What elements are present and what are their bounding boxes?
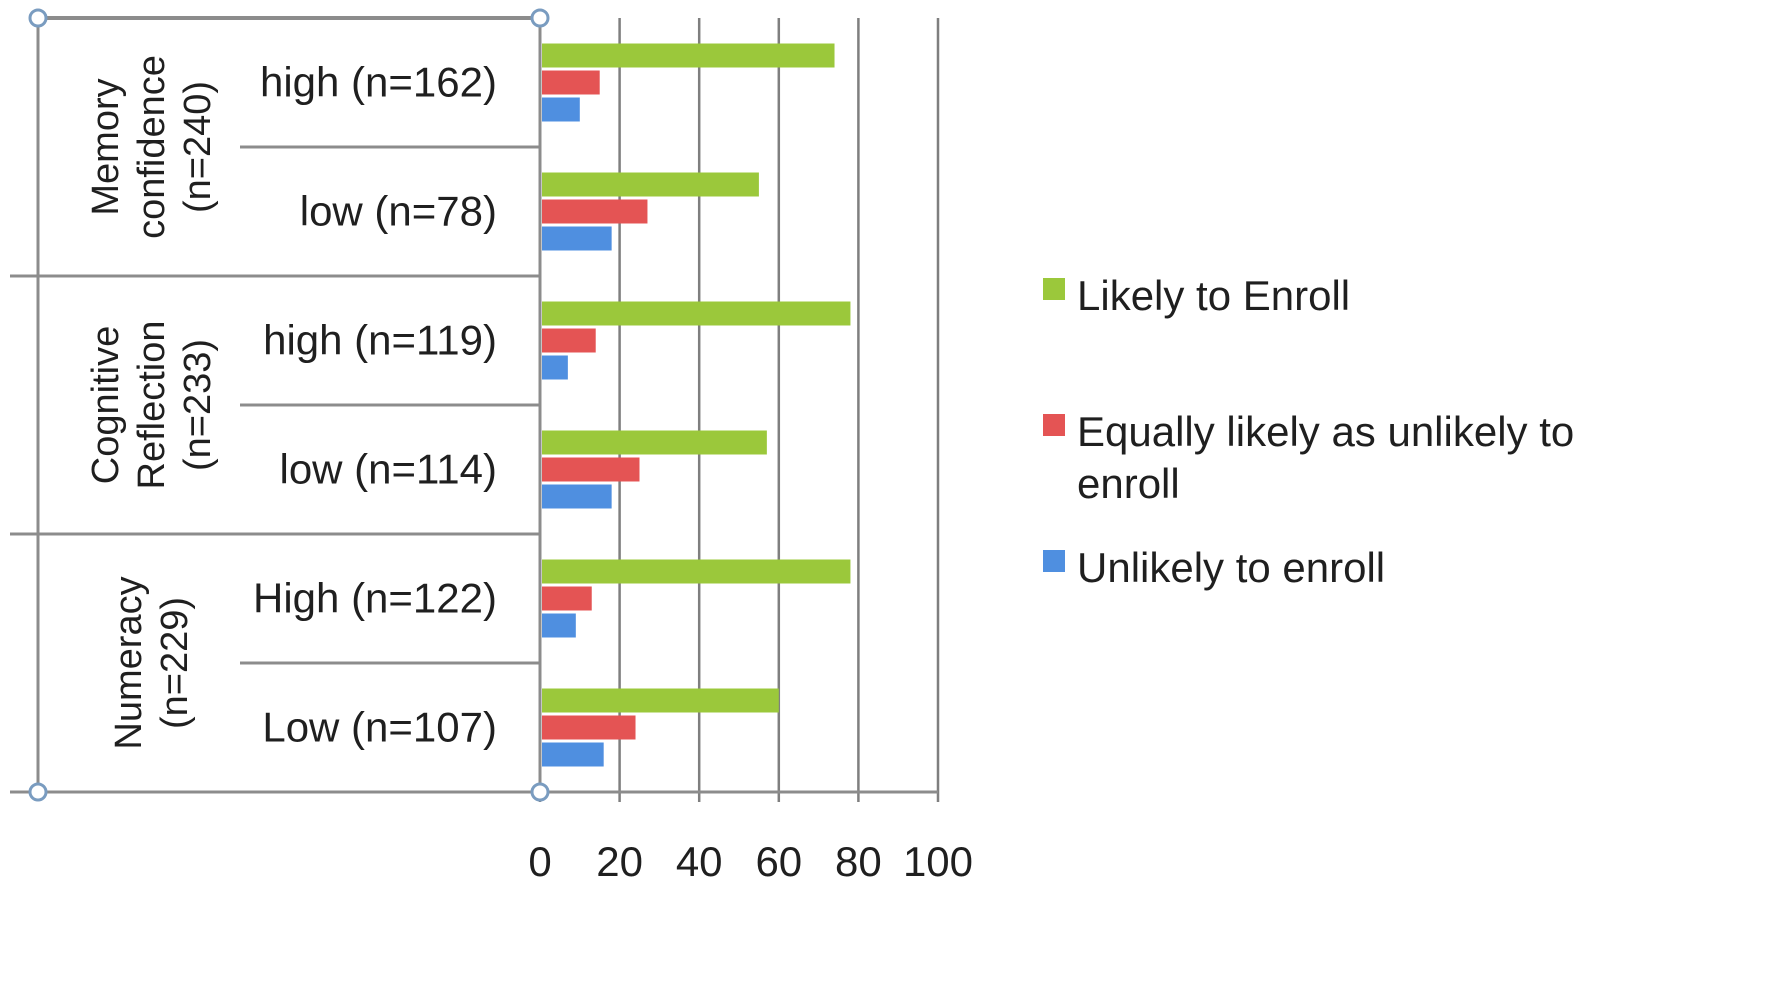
legend-swatch-likely xyxy=(1043,278,1065,300)
group-label-line: Numeracy xyxy=(108,576,150,749)
x-axis-ticks: 0 20 40 60 80 100 xyxy=(528,838,973,885)
group-label-line: Memory xyxy=(85,78,127,215)
group-label: Memory confidence (n=240) xyxy=(85,55,219,239)
bar-likely xyxy=(542,688,779,713)
category-label: high (n=162) xyxy=(260,59,497,106)
x-tick-label: 80 xyxy=(835,838,882,885)
bar-unlikely xyxy=(542,742,604,767)
category-label: high (n=119) xyxy=(263,317,497,364)
bar-unlikely xyxy=(542,226,612,251)
legend-label-line: Likely to Enroll xyxy=(1077,272,1350,319)
frame-handle xyxy=(530,782,550,802)
bar-equal xyxy=(542,715,636,740)
category-label: Low (n=107) xyxy=(262,704,497,751)
group-label-line: (n=229) xyxy=(154,597,196,729)
bar-likely xyxy=(542,430,767,455)
legend-label-line: enroll xyxy=(1077,460,1180,507)
category-labels: Memory confidence (n=240) Cognitive Reflecti… xyxy=(85,55,497,750)
bar-likely xyxy=(542,43,835,68)
bar-unlikely xyxy=(542,484,612,509)
frame-handle xyxy=(28,782,48,802)
legend-label: Equally likely as unlikely to enroll xyxy=(1077,408,1574,507)
x-tick-label: 0 xyxy=(528,838,551,885)
legend-swatch-unlikely xyxy=(1043,550,1065,572)
category-label: low (n=78) xyxy=(300,188,497,235)
group-label: Numeracy (n=229) xyxy=(108,576,196,749)
bar-equal xyxy=(542,199,648,224)
bar-unlikely xyxy=(542,613,576,638)
bar-equal xyxy=(542,70,600,95)
bars xyxy=(542,43,851,767)
group-label-line: (n=240) xyxy=(177,81,219,213)
category-label: low (n=114) xyxy=(279,446,497,493)
x-tick-label: 100 xyxy=(903,838,973,885)
group-label-line: Cognitive xyxy=(85,326,127,484)
legend-label-line: Equally likely as unlikely to xyxy=(1077,408,1574,455)
x-tick-label: 40 xyxy=(676,838,723,885)
bar-likely xyxy=(542,301,851,326)
group-label: Cognitive Reflection (n=233) xyxy=(85,321,219,490)
legend-label-line: Unlikely to enroll xyxy=(1077,544,1385,591)
gridlines xyxy=(538,18,940,802)
legend-swatch-equal xyxy=(1043,414,1065,436)
bar-equal xyxy=(542,586,592,611)
legend: Likely to Enroll Equally likely as unlike… xyxy=(1043,272,1574,591)
bar-equal xyxy=(542,457,640,482)
category-axis-frame xyxy=(10,8,938,802)
group-label-line: confidence xyxy=(131,55,173,239)
x-tick-label: 20 xyxy=(596,838,643,885)
bar-unlikely xyxy=(542,97,580,122)
group-label-line: (n=233) xyxy=(177,339,219,471)
bar-likely xyxy=(542,172,759,197)
group-label-line: Reflection xyxy=(131,321,173,490)
frame-handle xyxy=(530,8,550,28)
legend-label: Unlikely to enroll xyxy=(1077,544,1385,591)
x-tick-label: 60 xyxy=(755,838,802,885)
category-label: High (n=122) xyxy=(253,575,497,622)
bar-unlikely xyxy=(542,355,568,380)
frame-handle xyxy=(28,8,48,28)
bar-equal xyxy=(542,328,596,353)
bar-likely xyxy=(542,559,851,584)
legend-label: Likely to Enroll xyxy=(1077,272,1350,319)
